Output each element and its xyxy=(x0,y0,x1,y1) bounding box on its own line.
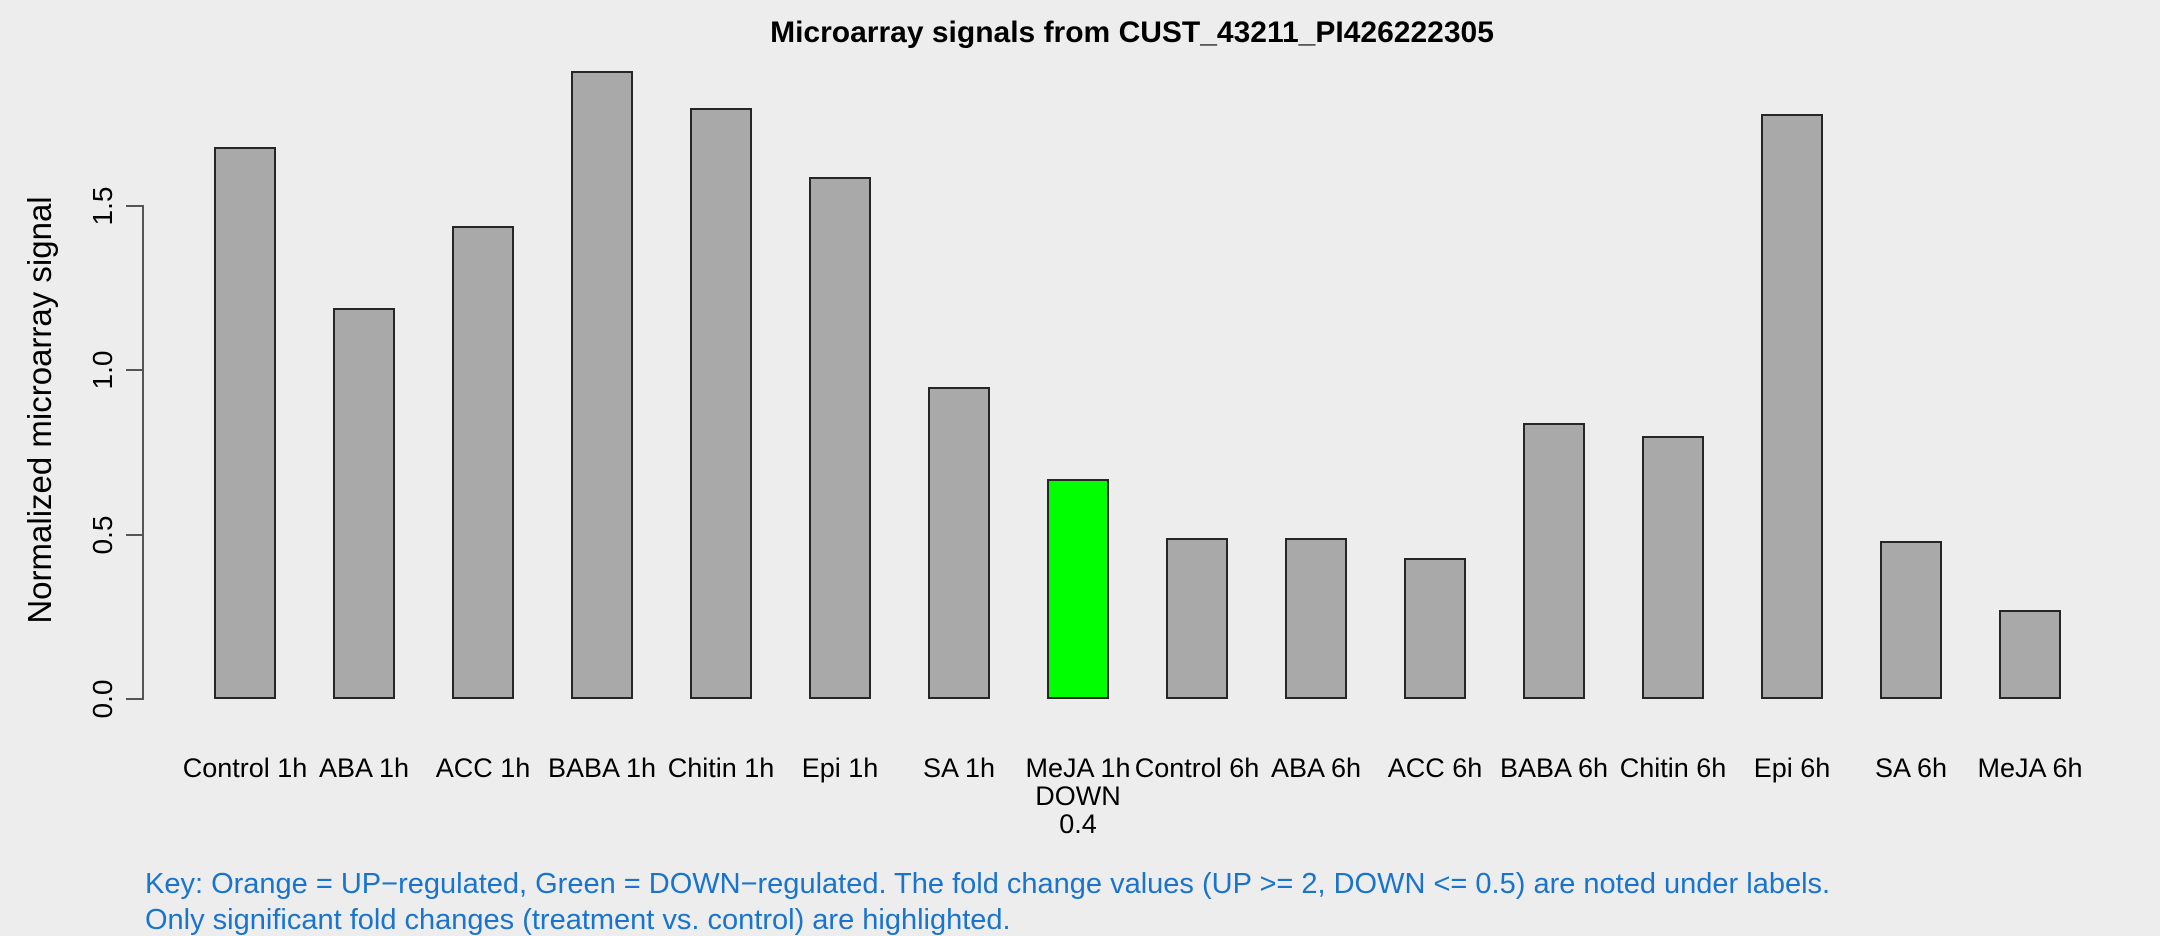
bar-baba-6h xyxy=(1523,422,1585,699)
x-label-line: MeJA 1h xyxy=(1025,753,1131,783)
bar-control-6h xyxy=(1166,537,1228,699)
x-label-baba-1h: BABA 1h xyxy=(512,754,692,782)
x-label-control-1h: Control 1h xyxy=(155,754,335,782)
x-label-chitin-1h: Chitin 1h xyxy=(631,754,811,782)
tick-mark xyxy=(126,369,144,371)
x-label-line: Epi 6h xyxy=(1753,753,1831,783)
x-label-line: Control 6h xyxy=(1134,753,1260,783)
x-label-line: ABA 6h xyxy=(1270,753,1362,783)
tick-mark xyxy=(126,698,144,700)
x-label-meja-1h: MeJA 1h DOWN 0.4 xyxy=(988,754,1168,838)
x-label-line: Epi 1h xyxy=(801,753,879,783)
tick-mark xyxy=(126,534,144,536)
bar-sa-6h xyxy=(1880,541,1942,699)
x-label-control-6h: Control 6h xyxy=(1107,754,1287,782)
chart-title: Microarray signals from CUST_43211_PI426… xyxy=(770,16,1494,49)
bar-aba-1h xyxy=(333,307,395,699)
x-label-aba-1h: ABA 1h xyxy=(274,754,454,782)
x-label-sa-6h: SA 6h xyxy=(1821,754,2001,782)
x-label-line: BABA 1h xyxy=(547,753,657,783)
x-label-acc-6h: ACC 6h xyxy=(1345,754,1525,782)
key-line-2: Only significant fold changes (treatment… xyxy=(145,904,1011,936)
bar-meja-1h xyxy=(1047,478,1109,699)
key-note: Key: Orange = UP−regulated, Green = DOWN… xyxy=(145,866,1830,936)
x-label-epi-1h: Epi 1h xyxy=(750,754,930,782)
bar-aba-6h xyxy=(1285,537,1347,699)
bar-acc-6h xyxy=(1404,557,1466,699)
y-axis-line xyxy=(142,205,144,700)
bar-sa-1h xyxy=(928,386,990,699)
bar-chitin-1h xyxy=(690,107,752,699)
tick-mark xyxy=(126,205,144,207)
x-label-line: BABA 6h xyxy=(1499,753,1609,783)
x-label-chitin-6h: Chitin 6h xyxy=(1583,754,1763,782)
x-label-meja-6h: MeJA 6h xyxy=(1940,754,2120,782)
y-axis-label: Normalized microarray signal xyxy=(21,196,58,624)
x-label-line: ACC 1h xyxy=(435,753,531,783)
bar-epi-6h xyxy=(1761,114,1823,699)
bar-epi-1h xyxy=(809,176,871,699)
x-label-line: Chitin 6h xyxy=(1619,753,1727,783)
x-label-baba-6h: BABA 6h xyxy=(1464,754,1644,782)
bar-baba-1h xyxy=(571,71,633,699)
x-label-line: SA 1h xyxy=(922,753,996,783)
y-tick-label: 1.0 xyxy=(87,350,118,390)
x-label-line: MeJA 6h xyxy=(1977,753,2083,783)
x-label-sa-1h: SA 1h xyxy=(869,754,1049,782)
x-label-line: Control 1h xyxy=(182,753,308,783)
x-label-line: ACC 6h xyxy=(1387,753,1483,783)
y-tick-label: 0.0 xyxy=(87,679,118,719)
x-label-line: ABA 1h xyxy=(318,753,410,783)
bar-meja-6h xyxy=(1999,610,2061,699)
bar-chitin-6h xyxy=(1642,436,1704,699)
x-label-line: DOWN xyxy=(1035,781,1121,811)
y-tick-label: 0.5 xyxy=(87,515,118,555)
x-label-aba-6h: ABA 6h xyxy=(1226,754,1406,782)
x-label-line: Chitin 1h xyxy=(667,753,775,783)
x-label-line: 0.4 xyxy=(1059,809,1097,839)
x-label-epi-6h: Epi 6h xyxy=(1702,754,1882,782)
bar-control-1h xyxy=(214,146,276,699)
x-label-acc-1h: ACC 1h xyxy=(393,754,573,782)
x-label-line: SA 6h xyxy=(1874,753,1948,783)
y-tick-label: 1.5 xyxy=(87,186,118,226)
key-line-1: Key: Orange = UP−regulated, Green = DOWN… xyxy=(145,868,1831,900)
bar-acc-1h xyxy=(452,225,514,699)
